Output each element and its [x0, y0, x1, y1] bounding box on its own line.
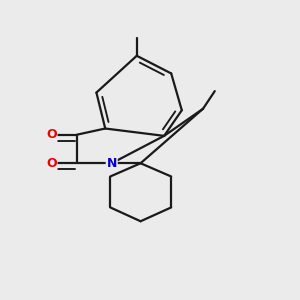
Text: N: N	[106, 157, 117, 170]
Text: O: O	[46, 128, 57, 141]
Text: O: O	[46, 157, 57, 170]
